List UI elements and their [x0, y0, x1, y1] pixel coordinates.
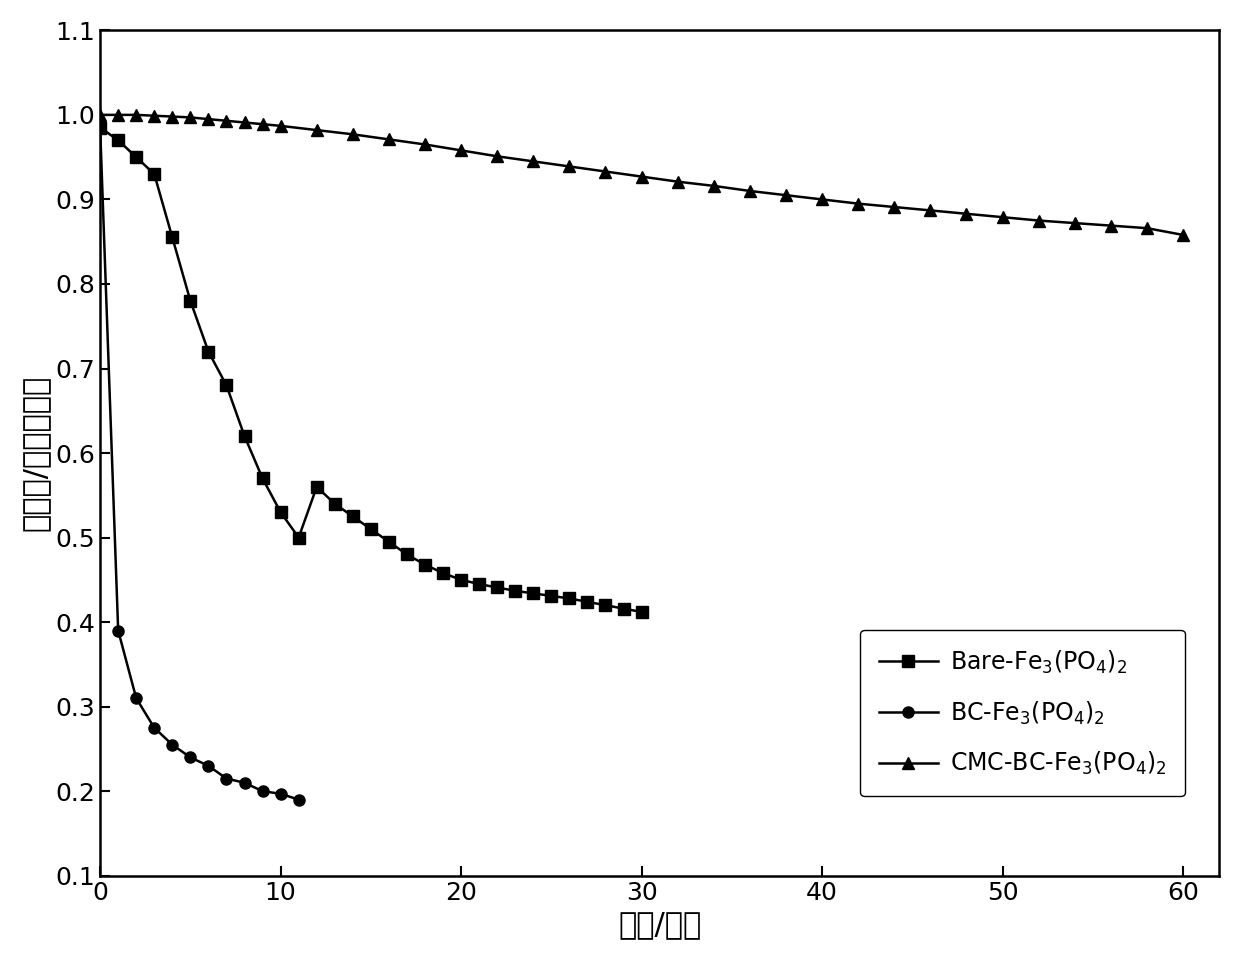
- Bare-Fe$_3$(PO$_4$)$_2$: [129, 152, 144, 163]
- BC-Fe$_3$(PO$_4$)$_2$: [146, 722, 161, 733]
- BC-Fe$_3$(PO$_4$)$_2$: [237, 777, 252, 788]
- CMC-BC-Fe$_3$(PO$_4$)$_2$: [1032, 215, 1047, 227]
- CMC-BC-Fe$_3$(PO$_4$)$_2$: [273, 120, 288, 132]
- Bare-Fe$_3$(PO$_4$)$_2$: [580, 596, 595, 608]
- CMC-BC-Fe$_3$(PO$_4$)$_2$: [707, 180, 722, 192]
- Bare-Fe$_3$(PO$_4$)$_2$: [471, 578, 486, 589]
- BC-Fe$_3$(PO$_4$)$_2$: [219, 773, 234, 784]
- CMC-BC-Fe$_3$(PO$_4$)$_2$: [1068, 217, 1083, 228]
- Bare-Fe$_3$(PO$_4$)$_2$: [418, 559, 433, 570]
- Bare-Fe$_3$(PO$_4$)$_2$: [526, 588, 541, 599]
- CMC-BC-Fe$_3$(PO$_4$)$_2$: [562, 160, 577, 172]
- CMC-BC-Fe$_3$(PO$_4$)$_2$: [93, 109, 108, 121]
- Bare-Fe$_3$(PO$_4$)$_2$: [382, 536, 397, 547]
- Bare-Fe$_3$(PO$_4$)$_2$: [255, 472, 270, 484]
- CMC-BC-Fe$_3$(PO$_4$)$_2$: [255, 118, 270, 130]
- Bare-Fe$_3$(PO$_4$)$_2$: [616, 603, 631, 614]
- CMC-BC-Fe$_3$(PO$_4$)$_2$: [1176, 229, 1190, 241]
- CMC-BC-Fe$_3$(PO$_4$)$_2$: [110, 109, 125, 121]
- CMC-BC-Fe$_3$(PO$_4$)$_2$: [184, 111, 198, 123]
- BC-Fe$_3$(PO$_4$)$_2$: [129, 692, 144, 704]
- CMC-BC-Fe$_3$(PO$_4$)$_2$: [634, 171, 649, 182]
- CMC-BC-Fe$_3$(PO$_4$)$_2$: [129, 109, 144, 121]
- CMC-BC-Fe$_3$(PO$_4$)$_2$: [598, 166, 613, 178]
- CMC-BC-Fe$_3$(PO$_4$)$_2$: [237, 117, 252, 129]
- CMC-BC-Fe$_3$(PO$_4$)$_2$: [309, 125, 324, 136]
- Bare-Fe$_3$(PO$_4$)$_2$: [273, 507, 288, 518]
- Bare-Fe$_3$(PO$_4$)$_2$: [490, 582, 505, 593]
- Bare-Fe$_3$(PO$_4$)$_2$: [634, 606, 649, 617]
- CMC-BC-Fe$_3$(PO$_4$)$_2$: [346, 129, 361, 140]
- Bare-Fe$_3$(PO$_4$)$_2$: [435, 567, 450, 579]
- X-axis label: 时间/分钟: 时间/分钟: [618, 910, 702, 939]
- Legend: Bare-Fe$_3$(PO$_4$)$_2$, BC-Fe$_3$(PO$_4$)$_2$, CMC-BC-Fe$_3$(PO$_4$)$_2$: Bare-Fe$_3$(PO$_4$)$_2$, BC-Fe$_3$(PO$_4…: [859, 630, 1185, 796]
- CMC-BC-Fe$_3$(PO$_4$)$_2$: [1140, 223, 1154, 234]
- Bare-Fe$_3$(PO$_4$)$_2$: [346, 511, 361, 522]
- Bare-Fe$_3$(PO$_4$)$_2$: [562, 592, 577, 604]
- Bare-Fe$_3$(PO$_4$)$_2$: [291, 532, 306, 543]
- BC-Fe$_3$(PO$_4$)$_2$: [184, 752, 198, 763]
- CMC-BC-Fe$_3$(PO$_4$)$_2$: [815, 194, 830, 205]
- Bare-Fe$_3$(PO$_4$)$_2$: [201, 346, 216, 357]
- CMC-BC-Fe$_3$(PO$_4$)$_2$: [671, 176, 686, 187]
- CMC-BC-Fe$_3$(PO$_4$)$_2$: [418, 138, 433, 150]
- Bare-Fe$_3$(PO$_4$)$_2$: [184, 295, 198, 306]
- BC-Fe$_3$(PO$_4$)$_2$: [110, 625, 125, 636]
- CMC-BC-Fe$_3$(PO$_4$)$_2$: [490, 151, 505, 162]
- BC-Fe$_3$(PO$_4$)$_2$: [291, 794, 306, 805]
- Line: Bare-Fe$_3$(PO$_4$)$_2$: Bare-Fe$_3$(PO$_4$)$_2$: [94, 122, 647, 617]
- Y-axis label: 吸光度/初始吸光度: 吸光度/初始吸光度: [21, 375, 50, 531]
- BC-Fe$_3$(PO$_4$)$_2$: [255, 785, 270, 797]
- Bare-Fe$_3$(PO$_4$)$_2$: [508, 585, 523, 596]
- CMC-BC-Fe$_3$(PO$_4$)$_2$: [923, 204, 937, 216]
- Bare-Fe$_3$(PO$_4$)$_2$: [327, 498, 342, 510]
- CMC-BC-Fe$_3$(PO$_4$)$_2$: [201, 113, 216, 125]
- CMC-BC-Fe$_3$(PO$_4$)$_2$: [779, 189, 794, 201]
- CMC-BC-Fe$_3$(PO$_4$)$_2$: [146, 110, 161, 122]
- BC-Fe$_3$(PO$_4$)$_2$: [201, 760, 216, 772]
- Line: CMC-BC-Fe$_3$(PO$_4$)$_2$: CMC-BC-Fe$_3$(PO$_4$)$_2$: [94, 109, 1189, 240]
- CMC-BC-Fe$_3$(PO$_4$)$_2$: [996, 211, 1011, 223]
- Bare-Fe$_3$(PO$_4$)$_2$: [93, 122, 108, 133]
- Bare-Fe$_3$(PO$_4$)$_2$: [146, 168, 161, 180]
- BC-Fe$_3$(PO$_4$)$_2$: [273, 788, 288, 800]
- Bare-Fe$_3$(PO$_4$)$_2$: [363, 523, 378, 535]
- CMC-BC-Fe$_3$(PO$_4$)$_2$: [743, 185, 758, 197]
- CMC-BC-Fe$_3$(PO$_4$)$_2$: [382, 133, 397, 145]
- CMC-BC-Fe$_3$(PO$_4$)$_2$: [851, 198, 866, 209]
- BC-Fe$_3$(PO$_4$)$_2$: [93, 122, 108, 133]
- Bare-Fe$_3$(PO$_4$)$_2$: [309, 481, 324, 492]
- Line: BC-Fe$_3$(PO$_4$)$_2$: BC-Fe$_3$(PO$_4$)$_2$: [94, 122, 304, 805]
- Bare-Fe$_3$(PO$_4$)$_2$: [237, 430, 252, 442]
- Bare-Fe$_3$(PO$_4$)$_2$: [598, 599, 613, 611]
- Bare-Fe$_3$(PO$_4$)$_2$: [454, 574, 469, 586]
- CMC-BC-Fe$_3$(PO$_4$)$_2$: [219, 115, 234, 127]
- Bare-Fe$_3$(PO$_4$)$_2$: [219, 379, 234, 391]
- CMC-BC-Fe$_3$(PO$_4$)$_2$: [165, 110, 180, 122]
- BC-Fe$_3$(PO$_4$)$_2$: [165, 739, 180, 751]
- Bare-Fe$_3$(PO$_4$)$_2$: [110, 134, 125, 146]
- CMC-BC-Fe$_3$(PO$_4$)$_2$: [1104, 220, 1118, 231]
- CMC-BC-Fe$_3$(PO$_4$)$_2$: [887, 202, 901, 213]
- CMC-BC-Fe$_3$(PO$_4$)$_2$: [959, 208, 973, 220]
- Bare-Fe$_3$(PO$_4$)$_2$: [165, 231, 180, 243]
- CMC-BC-Fe$_3$(PO$_4$)$_2$: [526, 156, 541, 167]
- CMC-BC-Fe$_3$(PO$_4$)$_2$: [454, 145, 469, 156]
- Bare-Fe$_3$(PO$_4$)$_2$: [544, 590, 559, 602]
- Bare-Fe$_3$(PO$_4$)$_2$: [399, 549, 414, 561]
